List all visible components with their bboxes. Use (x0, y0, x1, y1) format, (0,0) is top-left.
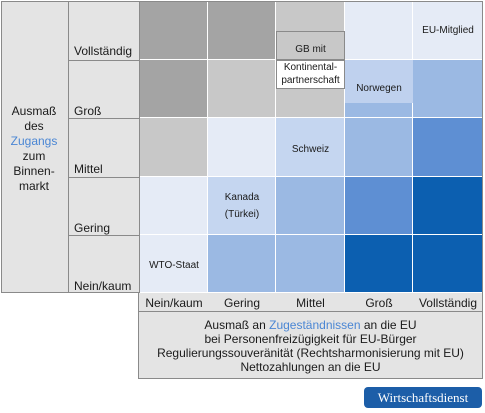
row-label-gross: Groß (74, 104, 102, 118)
label-schweiz: Schweiz (291, 144, 330, 155)
matrix-cell-r2-c1 (208, 118, 276, 177)
row-label-mittel: Mittel (74, 162, 103, 176)
matrix-cell-r4-c2 (276, 235, 345, 293)
matrix-cell-r4-c0 (140, 235, 208, 293)
col-label-gross: Groß (365, 296, 393, 310)
gb-box (276, 31, 345, 60)
matrix-cell-r3-c3 (345, 177, 413, 235)
matrix-cell-r1-c4 (413, 60, 483, 118)
label-gb-mit: GB mit (295, 44, 326, 55)
matrix-cell-r3-c2 (276, 177, 345, 235)
y-axis-panel (1, 1, 140, 293)
label-eu-mitglied: EU-Mitglied (422, 25, 474, 36)
x-axis-panel (138, 292, 483, 379)
matrix-cell-r4-c4 (413, 235, 483, 293)
kontinental-box (276, 60, 345, 89)
matrix-cell-r4-c3 (345, 235, 413, 293)
matrix-left-border (139, 1, 140, 293)
col-label-mittel: Mittel (296, 296, 325, 310)
col-label-vollstaendig: Vollständig (418, 296, 478, 310)
col-label-gering: Gering (223, 296, 261, 310)
matrix-cell-r1-c1 (208, 60, 276, 118)
matrix-cell-r3-c4 (413, 177, 483, 235)
x-axis-line-4: Nettozahlungen an die EU (240, 360, 381, 374)
norwegen-band (345, 60, 413, 103)
matrix-cell-r1-c0 (140, 60, 208, 118)
col-label-nein-kaum: Nein/kaum (145, 296, 203, 310)
x-axis-line-2: bei Personenfreizügigkeit für EU-Bürger (204, 332, 417, 346)
matrix-cell-r2-c2 (276, 118, 345, 177)
label-kontinentalpartnerschaft: Kontinental- partnerschaft (281, 62, 340, 86)
matrix-cell-r4-c1 (208, 235, 276, 293)
matrix-cell-r2-c4 (413, 118, 483, 177)
x-axis-line-3: Regulierungssouveränität (Rechtsharmonis… (157, 346, 464, 360)
label-norwegen: Norwegen (356, 83, 402, 94)
row-label-vollstaendig: Vollständig (74, 44, 133, 58)
y-axis-label: Ausmaß des Zugangs zum Binnen­markt (10, 104, 58, 193)
row-divider-1 (68, 60, 140, 61)
brand-badge: Wirtschaftsdienst (364, 387, 482, 408)
row-divider-2 (68, 118, 140, 119)
y-axis-divider (68, 1, 69, 293)
row-divider-3 (68, 177, 140, 178)
label-wto-staat: WTO-Staat (149, 260, 199, 271)
label-kanada: Kanada (224, 192, 260, 203)
x-axis-line-1: Ausmaß an Zugeständnissen an die EU (204, 318, 417, 332)
row-label-nein-kaum: Nein/kaum (74, 279, 132, 293)
matrix-cell-r0-c4 (413, 1, 483, 60)
matrix-cell-r2-c3 (345, 118, 413, 177)
matrix-cell-r0-c0 (140, 1, 208, 60)
matrix-cell-r3-c0 (140, 177, 208, 235)
matrix-right-border (482, 1, 483, 293)
row-label-gering: Gering (74, 221, 111, 235)
matrix-cell-r3-c1 (208, 177, 276, 235)
matrix-cell-r2-c0 (140, 118, 208, 177)
matrix-cell-r0-c1 (208, 1, 276, 60)
matrix-cell-r0-c3 (345, 1, 413, 60)
label-tuerkei: (Türkei) (224, 209, 260, 220)
row-divider-4 (68, 235, 140, 236)
x-axis-label: Ausmaß an Zugeständnissen an die EU bei … (140, 318, 481, 374)
x-axis-divider (139, 311, 483, 312)
matrix-top-border (139, 1, 483, 2)
